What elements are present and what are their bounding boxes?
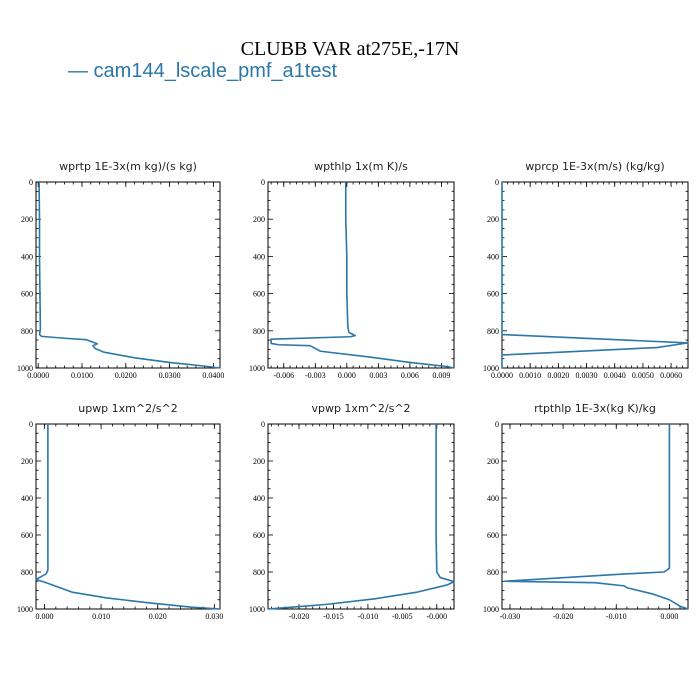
x-tick-label: -0.015 (323, 612, 344, 621)
x-tick-label: 0.0300 (159, 371, 181, 380)
panel-title: vpwp 1xm^2/s^2 (311, 402, 410, 415)
panel-6: rtpthlp 1E-3x(kg K)/kg02004006008001000-… (483, 402, 689, 621)
plot-frame (267, 181, 455, 369)
y-tick-label: 0 (495, 420, 499, 429)
y-tick-label: 800 (21, 327, 33, 336)
x-tick-label: 0.000 (660, 612, 678, 621)
y-tick-label: 600 (253, 531, 265, 540)
series-line (503, 424, 689, 610)
x-tick-label: -0.000 (426, 612, 447, 621)
y-tick-label: 400 (21, 252, 33, 261)
y-tick-label: 800 (253, 568, 265, 577)
series-line (35, 424, 221, 610)
x-tick-label: 0.009 (432, 371, 450, 380)
x-tick-label: 0.0000 (491, 371, 513, 380)
panels: wprtp 1E-3x(m kg)/(s kg) 0 200 400 600 800 100… (17, 160, 689, 621)
x-tick-label: 0.020 (149, 612, 167, 621)
y-tick-label: 0 (261, 420, 265, 429)
x-tick-label: 0.0040 (604, 371, 626, 380)
y-tick-label: 800 (253, 327, 265, 336)
x-tick-label: -0.010 (358, 612, 379, 621)
plot-frame (35, 181, 221, 369)
plot-frame (267, 423, 455, 610)
panel-2: wpthlp 1x(m K)/s 0 200 400 600 800 1000 -0.006 -… (249, 160, 455, 380)
y-tick-label: 200 (21, 457, 33, 466)
x-tick-label: -0.020 (553, 612, 574, 621)
x-tick-label: 0.003 (369, 371, 387, 380)
y-tick-label: 400 (487, 252, 499, 261)
panel-title: wprtp 1E-3x(m kg)/(s kg) (59, 160, 197, 173)
panel-5: vpwp 1xm^2/s^2 0 200 400 600 800 1000 -0.020 -0.… (249, 402, 455, 621)
y-tick-label: 0 (495, 178, 499, 187)
plot-frame (35, 423, 221, 610)
x-tick-label: 0.0000 (27, 371, 49, 380)
x-tick-label: -0.010 (606, 612, 627, 621)
x-tick-label: 0.0100 (71, 371, 93, 380)
y-tick-label: 1000 (17, 605, 33, 614)
panel-title: wpthlp 1x(m K)/s (314, 160, 408, 173)
y-tick-label: 400 (487, 494, 499, 503)
y-tick-label: 800 (487, 568, 499, 577)
y-tick-label: 1000 (483, 364, 499, 373)
x-tick-label: 0.0020 (547, 371, 569, 380)
x-tick-label: -0.030 (500, 612, 521, 621)
y-tick-label: 800 (487, 327, 499, 336)
panel-title: upwp 1xm^2/s^2 (78, 402, 178, 415)
y-tick-label: 1000 (249, 364, 265, 373)
series-line (267, 424, 455, 610)
series-line (501, 182, 689, 368)
panel-title: rtpthlp 1E-3x(kg K)/kg (534, 402, 656, 415)
legend-entry: — cam144_lscale_pmf_a1test (68, 60, 337, 82)
x-tick-label: 0.030 (205, 612, 223, 621)
y-tick-label: 400 (253, 494, 265, 503)
panel-1: wprtp 1E-3x(m kg)/(s kg) 0 200 400 600 800 100… (17, 160, 224, 380)
y-tick-label: 600 (487, 531, 499, 540)
y-tick-label: 0 (29, 178, 33, 187)
figure-title: CLUBB VAR at275E,-17N (241, 38, 460, 60)
panel-title: wprcp 1E-3x(m/s) (kg/kg) (525, 160, 664, 173)
y-tick-label: 200 (253, 457, 265, 466)
y-tick-label: 1000 (249, 605, 265, 614)
y-tick-label: 0 (261, 178, 265, 187)
x-tick-label: 0.000 (35, 612, 53, 621)
plot-frame (501, 181, 689, 369)
x-tick-label: 0.0060 (660, 371, 682, 380)
y-tick-label: 1000 (483, 605, 499, 614)
y-tick-label: 400 (21, 494, 33, 503)
y-tick-label: 1000 (17, 364, 33, 373)
y-tick-label: 600 (253, 290, 265, 299)
x-tick-label: 0.0400 (202, 371, 224, 380)
x-tick-label: 0.010 (92, 612, 110, 621)
y-tick-label: 400 (253, 252, 265, 261)
y-tick-label: 200 (253, 215, 265, 224)
x-tick-label: 0.0010 (519, 371, 541, 380)
y-tick-label: 0 (29, 420, 33, 429)
y-tick-label: 600 (21, 531, 33, 540)
y-tick-label: 200 (487, 215, 499, 224)
x-tick-label: 0.0050 (632, 371, 654, 380)
y-tick-label: 600 (487, 290, 499, 299)
y-tick-label: 200 (487, 457, 499, 466)
series-line (38, 181, 221, 369)
x-tick-label: -0.005 (392, 612, 413, 621)
x-tick-label: 0.0200 (115, 371, 137, 380)
y-tick-label: 600 (21, 290, 33, 299)
x-tick-label: 0.006 (401, 371, 419, 380)
x-tick-label: -0.020 (289, 612, 310, 621)
panel-3: wprcp 1E-3x(m/s) (kg/kg) 0 200 400 600 800 100… (483, 160, 689, 380)
y-tick-label: 800 (21, 568, 33, 577)
x-tick-label: 0.000 (338, 371, 356, 380)
y-tick-label: 200 (21, 215, 33, 224)
x-tick-label: 0.0030 (576, 371, 598, 380)
series-line (270, 182, 455, 369)
x-tick-label: -0.006 (273, 371, 294, 380)
x-tick-label: -0.003 (305, 371, 326, 380)
